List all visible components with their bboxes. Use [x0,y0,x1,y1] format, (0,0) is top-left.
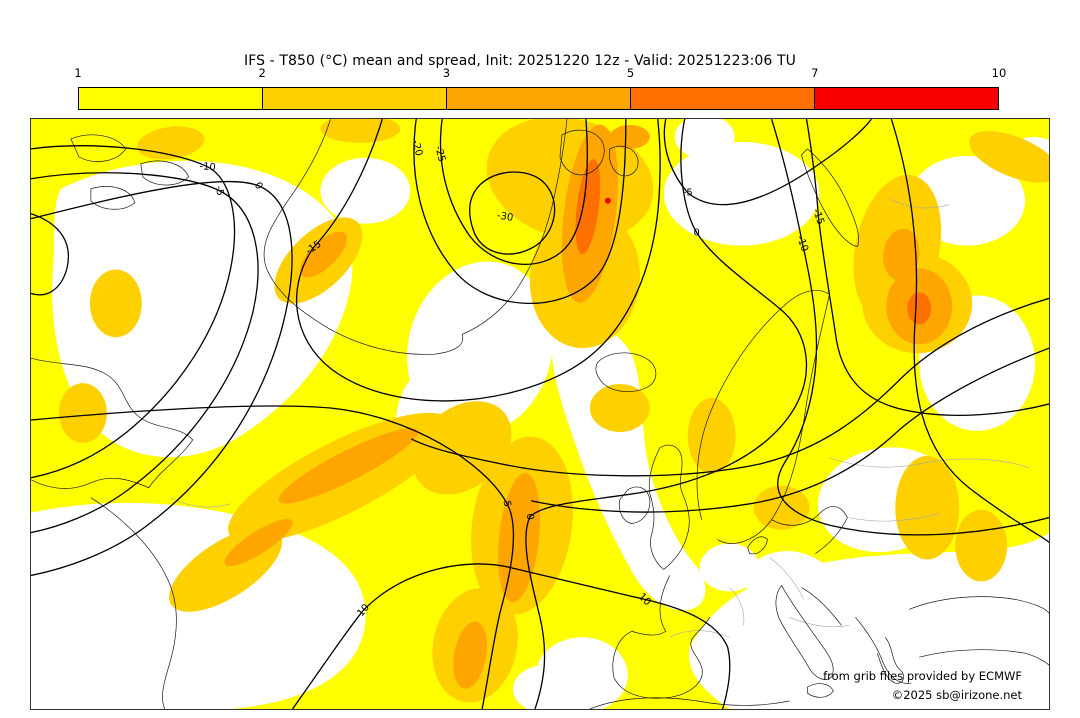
colorbar-bar [78,87,999,110]
attribution: from grib files provided by ECMWF ©2025 … [823,667,1022,704]
coast-arctic-islands [70,134,190,210]
colorbar-tick-10: 10 [991,66,1007,80]
contour-line-m25 [439,119,588,265]
contour-line-m10-east [770,119,1049,536]
low-spread-regions [31,119,1049,709]
attribution-source: from grib files provided by ECMWF [823,669,1022,684]
coast-france-iberia [612,575,710,699]
coast-balkans-greece [801,587,912,684]
chart-title: IFS - T850 (°C) mean and spread, Init: 2… [243,53,796,69]
contour-line-m15 [296,119,661,402]
contour-line-5-atlantic [31,405,515,709]
colorbar-segment-5-7 [631,88,815,109]
contour-label-4--20: -20 [409,139,424,158]
contour-line-10-atlantic [291,563,731,709]
coast-iceland [595,352,657,392]
contour-loop-left-edge [31,213,69,296]
colorbar-tick-7: 7 [811,66,819,80]
contour-label-1--5: -5 [213,185,226,197]
colorbar-segment-1-2 [79,88,263,109]
colorbar-segment-7-10 [815,88,998,109]
contour-line-m5-west [31,172,259,534]
spread-5-7-regions [575,159,932,325]
contour-line-m30-loop [468,171,556,255]
contour-line-east-europe-a [410,297,1049,477]
contour-layer [31,119,1049,709]
colorbar-tick-5: 5 [626,66,635,80]
contour-label-11-5: 5 [501,500,513,507]
colorbar-tick-1: 1 [74,66,82,80]
contour-label-2-0: 0 [252,181,265,192]
contour-label-12-0: 0 [524,513,536,520]
contour-line-right-sweep [890,119,1049,543]
contour-label-9--15: -15 [810,207,826,226]
coast-svalbard [559,129,639,177]
coast-britain [648,444,690,570]
contour-label-8-0: 0 [694,228,700,239]
weather-map: -10 -5 0 -15 -20 -25 -30 -5 0 -15 -10 5 0 10 10 from g… [30,118,1050,710]
colorbar-tick-3: 3 [442,66,451,80]
coast-greenland [263,119,568,355]
attribution-copyright: ©2025 sb@irizone.net [891,687,1022,702]
contour-label-7--5: -5 [683,188,693,199]
country-border-layer [170,198,1030,638]
contour-line-m20 [413,119,627,304]
coast-novaya-zemlya [801,148,859,247]
contour-line-0-long [525,119,808,709]
coast-baltic [771,506,848,554]
contour-label-10--10: -10 [794,234,810,253]
coast-turkey [919,649,1049,666]
colorbar-segment-2-3 [263,88,447,109]
coast-north-america [90,497,177,709]
spread-fill-layer [31,119,1049,709]
spread-7-10-regions [604,197,611,204]
colorbar-ticks: 1 2 3 5 7 10 [74,66,1006,83]
contour-line-m10-west [31,145,236,479]
contour-line-0-west [31,180,293,577]
colorbar-segment-3-5 [447,88,631,109]
contour-line-east-europe-b [530,347,1049,513]
contour-line-m15-east [805,119,1049,416]
contour-label-0--10: -10 [199,161,216,173]
coast-black-sea [909,596,1049,614]
contour-label-5--25: -25 [432,145,447,164]
coast-italy [775,584,834,698]
colorbar-tick-2: 2 [258,66,266,80]
contour-label-6--30: -30 [496,210,514,224]
coast-north-africa [589,697,790,709]
contour-line-m5-norwegian [663,119,872,206]
coast-labrador [31,357,194,489]
coast-denmark [747,536,768,555]
